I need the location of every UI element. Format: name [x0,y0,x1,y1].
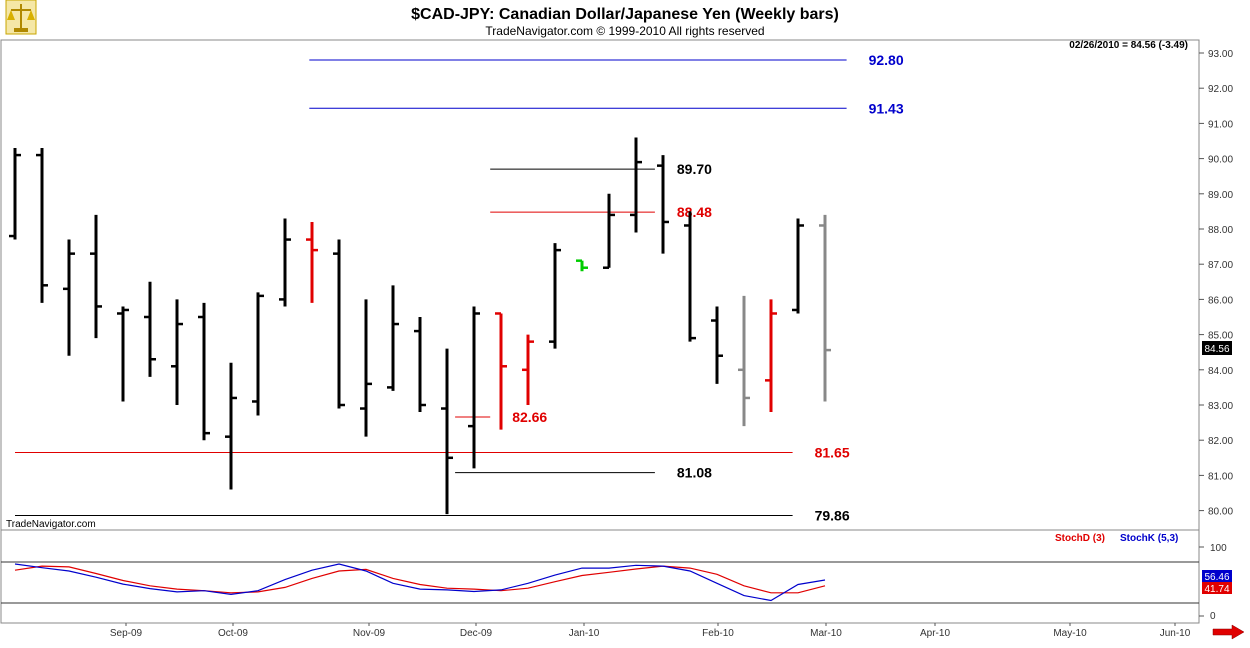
ohlc-bar [603,193,615,269]
x-tick-label: Sep-09 [110,628,143,639]
ohlc-bar [171,299,183,405]
ohlc-bar [549,243,561,349]
ohlc-bar [468,306,480,469]
y-tick-label: 88.00 [1208,225,1233,236]
last-quote: 02/26/2010 = 84.56 (-3.49) [1069,40,1188,51]
svg-text:41.74: 41.74 [1204,584,1229,595]
legend-stochd: StochD (3) [1055,533,1105,544]
x-tick-label: Apr-10 [920,628,950,639]
level-label: 88.48 [677,204,712,220]
level-label: 81.65 [815,445,850,461]
ohlc-bar [333,239,345,409]
y-tick-label: 81.00 [1208,471,1233,482]
ohlc-bar [306,221,318,303]
y-tick-label: 86.00 [1208,295,1233,306]
level-label: 92.80 [869,52,904,68]
last-price-badge: 84.56 [1202,341,1232,355]
y-tick-label: 91.00 [1208,119,1233,130]
stoch-d-badge: 41.74 [1202,582,1232,595]
x-tick-label: Dec-09 [460,628,493,639]
ohlc-bar [63,239,75,356]
ohlc-bar [252,292,264,416]
ohlc-bar [684,211,696,342]
footer-brand: TradeNavigator.com [6,519,96,530]
y-tick-label: 87.00 [1208,260,1233,271]
ohlc-bar [9,148,21,240]
level-label: 79.86 [815,508,850,524]
ohlc-bar [360,299,372,437]
x-tick-label: Oct-09 [218,628,248,639]
x-tick-label: Feb-10 [702,628,734,639]
y-tick-label: 89.00 [1208,190,1233,201]
level-label: 81.08 [677,465,712,481]
x-tick-label: Jan-10 [569,628,600,639]
stoch-tick-100: 100 [1210,543,1227,554]
support-resistance-levels: 92.80 91.43 89.70 88.48 82.66 81.65 81.08 79.86 [15,52,904,524]
y-tick-label: 80.00 [1208,507,1233,518]
stochastic-lines [1,546,1204,617]
price-panel [0,39,1200,531]
ohlc-bar [414,317,426,413]
ohlc-bar [522,334,534,405]
level-label: 89.70 [677,161,712,177]
stoch-tick-0: 0 [1210,611,1216,622]
ohlc-bar [738,295,750,427]
ohlc-bar [765,299,777,413]
right-arrow-icon[interactable] [1212,624,1245,640]
ohlc-bar [279,218,291,307]
price-y-axis: 93.00 92.00 91.00 90.00 89.00 88.00 87.00 86.00… [1199,49,1233,518]
ohlc-bar [576,259,588,272]
level-label: 91.43 [869,100,904,116]
ohlc-bar [144,281,156,377]
y-tick-label: 83.00 [1208,401,1233,412]
x-tick-label: May-10 [1053,628,1087,639]
ohlc-bar [657,155,669,254]
price-bars [9,137,831,515]
chart-title: $CAD-JPY: Canadian Dollar/Japanese Yen (… [411,6,839,23]
ohlc-bar [630,137,642,233]
ohlc-bar [711,306,723,384]
legend-stochk: StochK (5,3) [1120,533,1178,544]
last-price-label: 84.56 [1204,344,1229,355]
x-tick-label: Mar-10 [810,628,842,639]
date-x-axis: Sep-09 Oct-09 Nov-09 Dec-09 Jan-10 Feb-10 Mar-… [110,623,1191,639]
ohlc-bar [90,214,102,339]
ohlc-bar [495,312,507,430]
ohlc-bar [441,348,453,515]
y-tick-label: 84.00 [1208,366,1233,377]
chart-subtitle: TradeNavigator.com © 1999-2010 All right… [485,24,764,38]
y-tick-label: 90.00 [1208,155,1233,166]
ohlc-bar [225,362,237,490]
ohlc-bar [117,306,129,402]
svg-text:56.46: 56.46 [1204,572,1229,583]
scales-icon [5,0,37,35]
ohlc-bar [198,302,210,441]
x-tick-label: Jun-10 [1160,628,1191,639]
y-tick-label: 92.00 [1208,84,1233,95]
ohlc-bar [36,148,48,303]
ohlc-bar [792,218,804,314]
stochastic-panel [0,529,1200,624]
stoch-d-line [14,565,826,594]
x-tick-label: Nov-09 [353,628,386,639]
ohlc-bar [819,214,831,402]
ohlc-bar [387,285,399,391]
stoch-k-badge: 56.46 [1202,570,1232,583]
y-tick-label: 93.00 [1208,49,1233,60]
level-label: 82.66 [512,409,547,425]
y-tick-label: 85.00 [1208,331,1233,342]
y-tick-label: 82.00 [1208,436,1233,447]
stoch-k-line [14,563,826,602]
